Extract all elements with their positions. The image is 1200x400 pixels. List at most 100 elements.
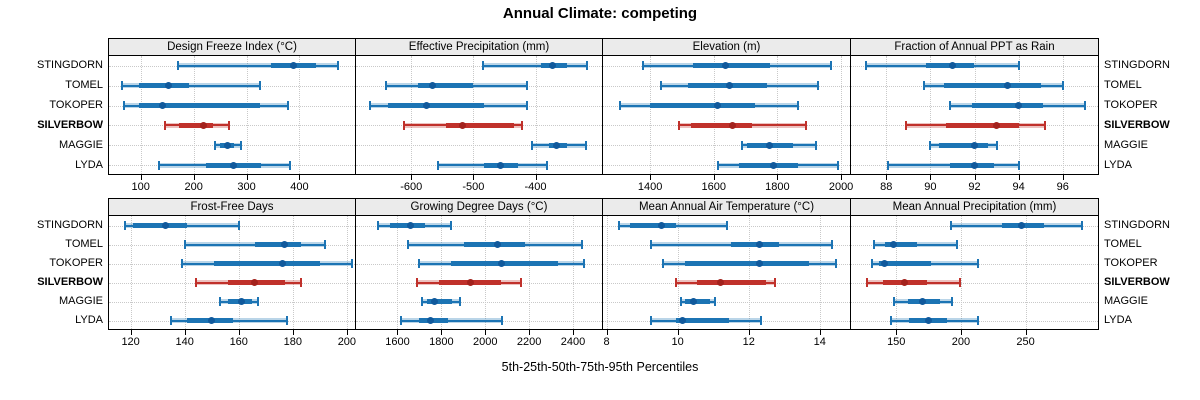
- grid-line-horizontal: [603, 301, 850, 303]
- grid-line-vertical: [411, 56, 413, 174]
- cap-95th-percentile: [545, 160, 548, 170]
- median-dot: [290, 62, 298, 70]
- cap-95th-percentile: [288, 160, 291, 170]
- grid-line-vertical: [292, 216, 294, 329]
- median-dot: [422, 102, 430, 110]
- axis-tick: [140, 175, 142, 180]
- median-dot: [237, 298, 245, 305]
- axis-tick: [529, 330, 531, 335]
- cap-95th-percentile: [525, 81, 528, 91]
- cap-95th-percentile: [351, 259, 354, 268]
- median-dot: [458, 121, 466, 129]
- cap-5th-percentile: [865, 278, 868, 287]
- cap-95th-percentile: [829, 61, 832, 71]
- cap-95th-percentile: [713, 297, 716, 306]
- station-label-right: SILVERBOW: [1104, 276, 1170, 288]
- iqr-band-25-75: [675, 318, 730, 323]
- cap-5th-percentile: [660, 81, 663, 91]
- median-dot: [1015, 102, 1023, 110]
- panel: [850, 216, 1099, 330]
- grid-line-vertical: [886, 56, 888, 174]
- panel-strip: Mean Annual Air Temperature (°C): [602, 198, 851, 216]
- grid-line-vertical: [193, 56, 195, 174]
- axis-tick-label: 2400: [560, 336, 586, 348]
- panel: [108, 56, 356, 175]
- median-dot: [496, 161, 504, 169]
- median-dot: [722, 62, 730, 70]
- iqr-band-25-75: [943, 83, 1041, 89]
- grid-line-horizontal: [851, 244, 1098, 246]
- axis-tick-label: 8: [603, 336, 610, 348]
- cap-95th-percentile: [958, 278, 961, 287]
- median-dot: [900, 279, 908, 286]
- axis-tick-label: 96: [1056, 181, 1069, 193]
- cap-95th-percentile: [583, 259, 585, 268]
- station-label-left: TOMEL: [65, 238, 103, 250]
- cap-5th-percentile: [123, 101, 126, 111]
- station-label-right: TOMEL: [1104, 79, 1142, 92]
- cap-5th-percentile: [120, 81, 123, 91]
- cap-95th-percentile: [228, 120, 231, 130]
- grid-line-vertical: [184, 216, 186, 329]
- grid-line-horizontal: [356, 301, 602, 303]
- cap-5th-percentile: [418, 259, 421, 268]
- median-dot: [1004, 82, 1012, 90]
- grid-line-vertical: [529, 216, 531, 329]
- cap-5th-percentile: [376, 221, 379, 230]
- cap-5th-percentile: [180, 259, 183, 268]
- axis-tick: [930, 175, 932, 180]
- panel-strip-title: Mean Annual Precipitation (mm): [892, 201, 1057, 213]
- axis-tick: [238, 330, 240, 335]
- grid-line-vertical: [819, 216, 821, 329]
- cap-95th-percentile: [976, 316, 979, 325]
- cap-95th-percentile: [1081, 221, 1084, 230]
- axis-tick-label: 2200: [516, 336, 542, 348]
- median-dot: [918, 298, 926, 305]
- cap-5th-percentile: [157, 160, 160, 170]
- cap-5th-percentile: [642, 61, 645, 71]
- median-dot: [431, 298, 439, 305]
- axis-tick: [193, 175, 195, 180]
- axis-tick: [1018, 175, 1020, 180]
- station-label-right: STINGDORN: [1104, 219, 1170, 231]
- iqr-band-25-75: [684, 299, 710, 304]
- grid-line-horizontal: [851, 301, 1098, 303]
- axis-tick: [535, 175, 537, 180]
- cap-5th-percentile: [399, 316, 402, 325]
- cap-5th-percentile: [905, 120, 908, 130]
- grid-line-vertical: [650, 56, 652, 174]
- axis-tick: [411, 175, 413, 180]
- panel: [602, 216, 851, 330]
- grid-line-vertical: [974, 56, 976, 174]
- median-dot: [278, 260, 286, 267]
- cap-5th-percentile: [922, 81, 925, 91]
- grid-line-vertical: [841, 56, 843, 174]
- station-label-left: STINGDORN: [37, 59, 103, 72]
- axis-tick: [184, 330, 186, 335]
- grid-line-vertical: [748, 216, 750, 329]
- median-dot: [251, 279, 259, 286]
- grid-line-vertical: [299, 56, 301, 174]
- grid-line-vertical: [930, 56, 932, 174]
- cap-5th-percentile: [892, 297, 895, 306]
- median-dot: [199, 121, 207, 129]
- median-dot: [755, 241, 763, 248]
- axis-tick: [713, 175, 715, 180]
- median-dot: [925, 317, 933, 324]
- median-dot: [971, 141, 978, 149]
- cap-95th-percentile: [831, 240, 834, 249]
- cap-5th-percentile: [183, 240, 186, 249]
- cap-95th-percentile: [526, 101, 529, 111]
- axis-tick-label: 90: [924, 181, 937, 193]
- station-label-right: SILVERBOW: [1104, 118, 1170, 131]
- axis-tick-label: 92: [968, 181, 981, 193]
- grid-line-vertical: [1025, 216, 1027, 329]
- axis-tick-label: 14: [813, 336, 826, 348]
- cap-5th-percentile: [416, 278, 419, 287]
- median-dot: [165, 82, 173, 90]
- iqr-band-25-75: [139, 103, 260, 109]
- median-dot: [725, 82, 733, 90]
- cap-95th-percentile: [815, 140, 818, 150]
- grid-line-vertical: [713, 56, 715, 174]
- iqr-band-25-75: [629, 223, 676, 228]
